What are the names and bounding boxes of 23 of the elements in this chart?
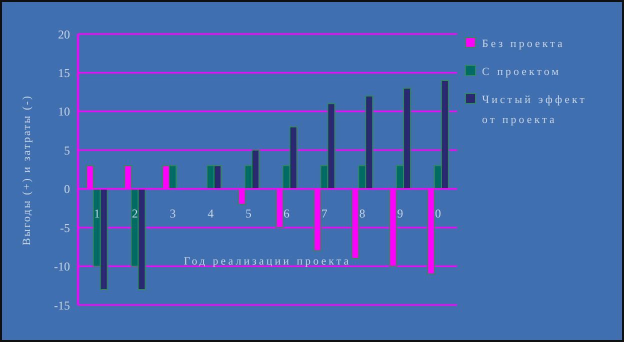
x-tick-label: 8 [359,206,366,220]
y-tick-label: 15 [58,66,70,80]
x-tick-label: 2 [132,206,138,220]
x-tick-label: 7 [321,206,328,220]
x-tick-label: 9 [397,206,404,220]
y-tick-label: 20 [58,27,70,42]
legend-label: Чистый эффект от проекта [482,93,588,128]
x-tick-label: 4 [208,206,214,220]
y-tick-label: 5 [64,143,70,158]
y-tick-label: -5 [60,220,70,235]
y-axis-title: Выгоды (+) и затраты (-) [21,94,33,246]
y-tick-label: 10 [58,104,70,119]
x-tick-label: 3 [170,206,176,220]
y-tick-label: -15 [54,298,70,312]
x-tick-label: 0 [435,206,442,220]
x-tick-label: 5 [246,206,252,220]
y-tick-label: 0 [64,182,70,196]
y-tick-label: -10 [54,260,70,274]
legend-label: С проектом [482,65,562,80]
x-tick-label: 6 [283,206,290,220]
legend-label: Без проекта [482,37,566,52]
x-tick-label: 1 [94,206,100,220]
x-axis-title: Год реализации проекта [184,255,352,268]
